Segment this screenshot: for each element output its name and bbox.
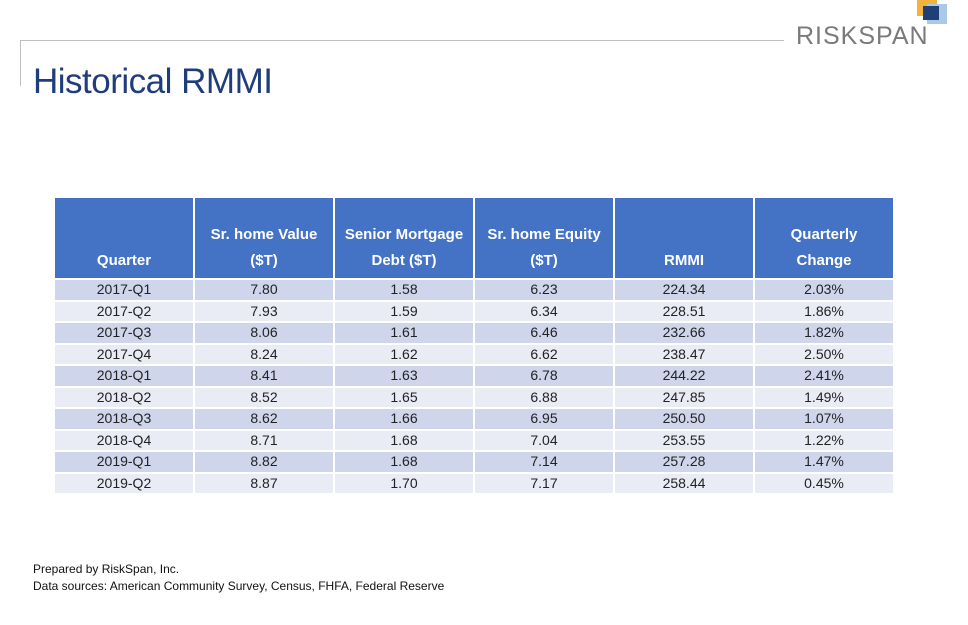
table-cell: 258.44 (613, 471, 755, 495)
table-cell: 1.86% (753, 299, 895, 323)
company-logo-text: RISKSPAN (796, 22, 929, 50)
table-row: 2017-Q2 7.93 1.59 6.34 228.51 1.86% (53, 299, 895, 323)
table-cell: 257.28 (613, 450, 755, 474)
table-cell: 2018-Q4 (53, 428, 195, 452)
page-title: Historical RMMI (33, 62, 273, 101)
table-cell: 1.22% (753, 428, 895, 452)
table-cell: 8.62 (193, 407, 335, 431)
frame-top-rule (20, 40, 784, 41)
header-sr-home-value: Sr. home Value ($T) (193, 196, 335, 280)
table-cell: 6.34 (473, 299, 615, 323)
table-header-row: Quarter Sr. home Value ($T) Senior Mortga… (53, 196, 895, 280)
table-cell: 6.95 (473, 407, 615, 431)
table-cell: 238.47 (613, 342, 755, 366)
table-cell: 8.06 (193, 321, 335, 345)
header-sr-home-equity: Sr. home Equity ($T) (473, 196, 615, 280)
rmmi-table: Quarter Sr. home Value ($T) Senior Mortga… (53, 196, 895, 495)
table-row: 2018-Q4 8.71 1.68 7.04 253.55 1.22% (53, 428, 895, 452)
table-cell: 253.55 (613, 428, 755, 452)
table-cell: 6.78 (473, 364, 615, 388)
table-cell: 2.41% (753, 364, 895, 388)
table-cell: 2018-Q3 (53, 407, 195, 431)
table-cell: 6.62 (473, 342, 615, 366)
table-cell: 7.04 (473, 428, 615, 452)
table-cell: 2019-Q2 (53, 471, 195, 495)
table-row: 2019-Q1 8.82 1.68 7.14 257.28 1.47% (53, 450, 895, 474)
table-row: 2018-Q1 8.41 1.63 6.78 244.22 2.41% (53, 364, 895, 388)
table-cell: 2018-Q2 (53, 385, 195, 409)
header-rmmi: RMMI (613, 196, 755, 280)
table-cell: 1.82% (753, 321, 895, 345)
header-quarter: Quarter (53, 196, 195, 280)
table-cell: 1.59 (333, 299, 475, 323)
frame-left-rule (20, 40, 21, 86)
table-cell: 7.14 (473, 450, 615, 474)
table-cell: 0.45% (753, 471, 895, 495)
table-cell: 1.62 (333, 342, 475, 366)
logo-mark-icon (917, 0, 949, 24)
table-cell: 250.50 (613, 407, 755, 431)
table-row: 2017-Q1 7.80 1.58 6.23 224.34 2.03% (53, 278, 895, 302)
table-cell: 7.93 (193, 299, 335, 323)
table-cell: 1.61 (333, 321, 475, 345)
table-row: 2018-Q2 8.52 1.65 6.88 247.85 1.49% (53, 385, 895, 409)
table-cell: 1.58 (333, 278, 475, 302)
table-cell: 1.63 (333, 364, 475, 388)
table-cell: 247.85 (613, 385, 755, 409)
table-cell: 1.66 (333, 407, 475, 431)
table-cell: 8.24 (193, 342, 335, 366)
table-row: 2019-Q2 8.87 1.70 7.17 258.44 0.45% (53, 471, 895, 495)
table-cell: 2017-Q1 (53, 278, 195, 302)
table-cell: 2019-Q1 (53, 450, 195, 474)
table-cell: 8.71 (193, 428, 335, 452)
table-body: 2017-Q1 7.80 1.58 6.23 224.34 2.03% 2017-Q2 7.9… (53, 278, 895, 495)
table-row: 2017-Q4 8.24 1.62 6.62 238.47 2.50% (53, 342, 895, 366)
table-cell: 1.47% (753, 450, 895, 474)
table-cell: 8.52 (193, 385, 335, 409)
table-cell: 8.41 (193, 364, 335, 388)
table-cell: 2017-Q4 (53, 342, 195, 366)
table-cell: 232.66 (613, 321, 755, 345)
table-cell: 2018-Q1 (53, 364, 195, 388)
table-cell: 1.68 (333, 450, 475, 474)
table-cell: 7.80 (193, 278, 335, 302)
table-cell: 244.22 (613, 364, 755, 388)
table-cell: 6.23 (473, 278, 615, 302)
table-cell: 7.17 (473, 471, 615, 495)
header-senior-mortgage-debt: Senior Mortgage Debt ($T) (333, 196, 475, 280)
table-cell: 6.88 (473, 385, 615, 409)
prepared-by-text: Prepared by RiskSpan, Inc. (33, 562, 180, 576)
table-cell: 1.68 (333, 428, 475, 452)
table-cell: 1.65 (333, 385, 475, 409)
table-row: 2018-Q3 8.62 1.66 6.95 250.50 1.07% (53, 407, 895, 431)
table-cell: 2.50% (753, 342, 895, 366)
table-cell: 8.82 (193, 450, 335, 474)
table-cell: 224.34 (613, 278, 755, 302)
table-cell: 1.49% (753, 385, 895, 409)
table-cell: 2.03% (753, 278, 895, 302)
table-cell: 8.87 (193, 471, 335, 495)
table-cell: 2017-Q2 (53, 299, 195, 323)
header-quarterly-change: Quarterly Change (753, 196, 895, 280)
table-cell: 228.51 (613, 299, 755, 323)
table-cell: 6.46 (473, 321, 615, 345)
table-cell: 1.07% (753, 407, 895, 431)
data-sources-text: Data sources: American Community Survey,… (33, 579, 445, 593)
footer-notes: Prepared by RiskSpan, Inc. Data sources:… (33, 561, 444, 595)
table-cell: 1.70 (333, 471, 475, 495)
table-row: 2017-Q3 8.06 1.61 6.46 232.66 1.82% (53, 321, 895, 345)
table-cell: 2017-Q3 (53, 321, 195, 345)
